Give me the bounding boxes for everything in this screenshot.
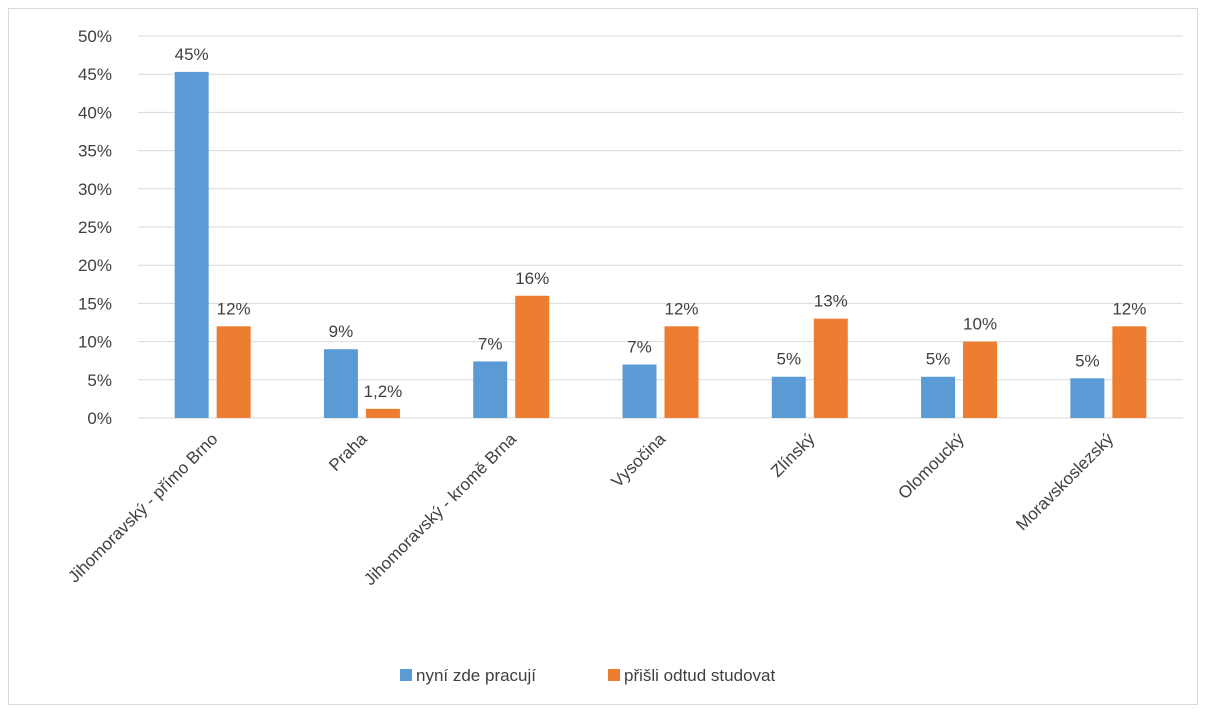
- category-label: Jihomoravský - kromě Brna: [360, 429, 520, 589]
- category-label: Zlínský: [767, 429, 819, 481]
- legend-swatch: [400, 669, 412, 681]
- data-label: 7%: [478, 334, 503, 353]
- data-label: 1,2%: [364, 382, 403, 401]
- y-tick-label: 50%: [78, 27, 112, 46]
- category-label: Praha: [325, 429, 371, 475]
- bar: [216, 326, 251, 418]
- category-label: Moravskoslezský: [1012, 429, 1117, 534]
- data-label: 13%: [814, 292, 848, 311]
- legend-swatch: [608, 669, 620, 681]
- data-label: 5%: [776, 350, 801, 369]
- y-tick-label: 15%: [78, 294, 112, 313]
- data-label: 12%: [1112, 299, 1146, 318]
- y-tick-label: 45%: [78, 65, 112, 84]
- x-axis-labels: Jihomoravský - přímo Brno PrahaJihomoravs…: [64, 429, 1117, 589]
- data-label: 12%: [217, 299, 251, 318]
- bars: [174, 71, 1147, 419]
- bar: [365, 408, 400, 418]
- bar: [771, 376, 806, 418]
- bar: [813, 318, 848, 418]
- data-label: 45%: [175, 45, 209, 64]
- y-tick-label: 20%: [78, 256, 112, 275]
- data-label: 16%: [515, 269, 549, 288]
- y-tick-label: 40%: [78, 103, 112, 122]
- bar: [664, 326, 699, 418]
- legend-label: nyní zde pracují: [416, 666, 536, 685]
- bar: [963, 341, 998, 418]
- y-tick-label: 0%: [87, 409, 112, 428]
- category-label: Vysočina: [608, 429, 670, 491]
- y-tick-label: 30%: [78, 180, 112, 199]
- data-label: 5%: [1075, 351, 1100, 370]
- bar: [515, 295, 550, 418]
- bar: [622, 364, 657, 418]
- y-tick-label: 10%: [78, 333, 112, 352]
- category-label: Jihomoravský - přímo Brno: [64, 429, 221, 586]
- category-label: Olomoucký: [894, 429, 968, 503]
- legend-label: přišli odtud studovat: [624, 666, 775, 685]
- bar: [323, 349, 358, 418]
- y-axis-labels: 0% 5% 10% 15% 20% 25% 30% 35% 40% 45% 50%: [78, 27, 112, 428]
- bar: [1112, 326, 1147, 418]
- bar: [921, 376, 956, 418]
- bar: [174, 71, 209, 419]
- data-label: 7%: [627, 338, 652, 357]
- legend: nyní zde pracují přišli odtud studovat: [400, 666, 775, 685]
- y-tick-label: 25%: [78, 218, 112, 237]
- data-labels: 45% 12% 9% 1,2% 7% 16% 7% 12% 5% 13% 5% 10% 5% 12%: [175, 45, 1147, 401]
- data-label: 12%: [664, 299, 698, 318]
- bar: [1070, 378, 1105, 418]
- bar: [473, 361, 508, 418]
- y-tick-label: 5%: [87, 371, 112, 390]
- data-label: 5%: [926, 350, 951, 369]
- data-label: 9%: [329, 322, 354, 341]
- data-label: 10%: [963, 315, 997, 334]
- gridlines: [138, 35, 1183, 419]
- y-tick-label: 35%: [78, 142, 112, 161]
